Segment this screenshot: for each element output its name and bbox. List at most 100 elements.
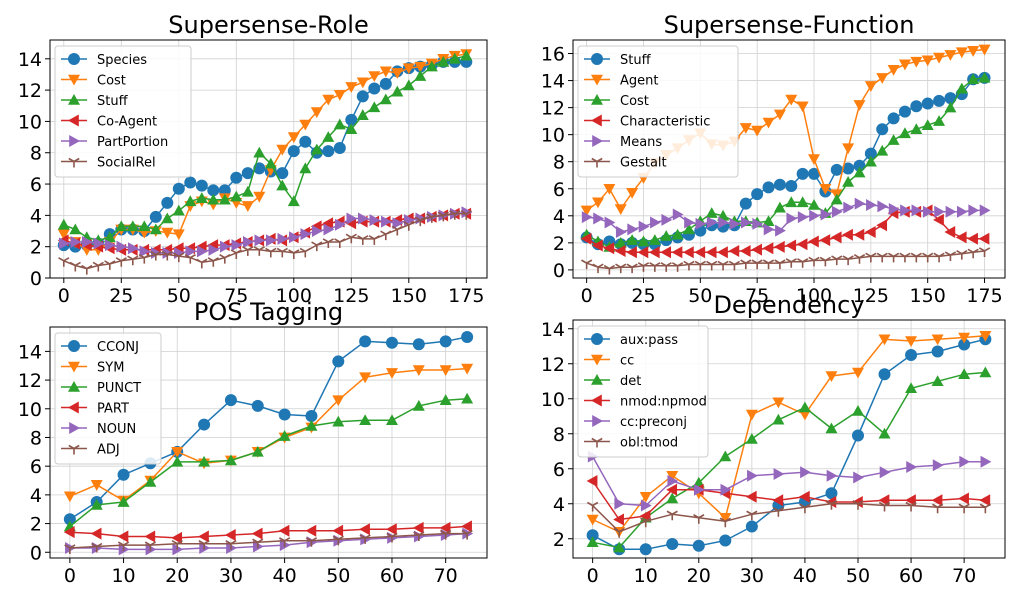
data-point [391,225,403,236]
data-point [230,190,243,202]
data-point [311,241,323,252]
x-tick-label: 0 [64,565,76,587]
data-point [449,210,461,220]
axes-frame [49,39,488,279]
x-tick-label: 100 [276,285,312,307]
data-point [207,193,220,205]
data-point [580,232,592,245]
data-point [672,208,684,221]
data-point [979,366,992,378]
legend-marker [68,53,80,65]
data-point [798,409,811,421]
data-point [717,246,728,259]
data-point [825,500,838,510]
y-tick-label: 6 [553,459,565,481]
subplot-3: 0 10 20 30 40 50 60 70 0 2 4 6 8 10 12 14 POS Tagging CCO… [18,298,488,587]
data-point [830,163,843,176]
data-point [683,260,695,271]
x-tick-label: 150 [910,285,946,307]
data-point [671,228,684,240]
data-point [853,254,866,264]
data-point [368,235,380,245]
data-point [603,183,616,195]
data-point [830,193,843,205]
legend-marker [68,74,80,86]
data-point [412,399,425,411]
legend-label: cc [620,354,634,369]
data-point [586,529,599,542]
data-point [138,253,150,264]
data-point [90,527,102,540]
data-point [278,408,291,421]
data-point [797,258,809,268]
data-point [905,501,917,512]
data-point [162,246,174,259]
data-point [898,59,911,71]
y-tick-label: 8 [30,427,42,449]
data-point [437,55,450,67]
chart-title: POS Tagging [194,298,343,326]
subplot-1: 0 25 50 75 100 125 150 175 0 2 4 6 8 10 12 14 Supersense… [18,11,488,307]
data-point [808,167,821,180]
data-point [905,336,918,347]
data-point [762,259,775,270]
data-point [356,109,369,120]
data-point [639,491,652,503]
legend-label: PART [97,402,129,417]
data-point [402,63,415,75]
legend-label: Stuff [97,94,129,109]
data-point [198,530,209,543]
data-point [853,100,866,111]
data-point [218,193,231,205]
data-point [57,229,70,241]
data-point [978,71,991,83]
data-point [241,185,254,197]
x-tick-label: 25 [631,285,655,307]
data-point [831,255,843,266]
data-point [225,539,237,550]
data-point [719,450,732,462]
data-point [825,487,838,500]
legend-marker [69,135,80,147]
data-point [345,233,357,244]
data-point [57,218,70,230]
legend: aux:pass cc det nmod:npmod cc:preconj obl:tmo… [577,325,709,458]
data-point [639,543,652,556]
data-point [955,82,968,94]
x-tick-label: 0 [58,285,70,307]
data-point [921,119,934,130]
data-point [842,228,853,241]
data-point [359,414,372,426]
series-stuff [57,49,473,246]
legend-label: Stuff [620,53,652,68]
legend-marker [68,157,80,168]
data-point [426,213,438,223]
data-point [640,517,652,528]
data-point [115,257,127,267]
data-point [809,209,821,222]
legend-box [54,45,192,178]
data-point [639,510,651,522]
y-tick-label: 4 [553,206,565,228]
data-point [958,338,971,351]
data-point [241,201,254,212]
y-tick-label: 8 [30,143,42,165]
data-point [958,503,970,514]
data-point [958,492,969,505]
data-point [276,247,288,258]
data-point [403,221,415,231]
data-point [820,208,832,221]
data-point [385,368,398,379]
data-point [667,475,679,487]
data-point [785,239,797,252]
data-point [614,244,626,257]
data-point [900,204,911,217]
data-point [90,480,103,491]
data-point [905,349,918,361]
data-point [740,259,752,270]
legend-marker [68,401,79,414]
data-point [968,204,980,217]
data-point [865,252,877,263]
data-point [798,490,810,503]
data-point [876,144,889,156]
